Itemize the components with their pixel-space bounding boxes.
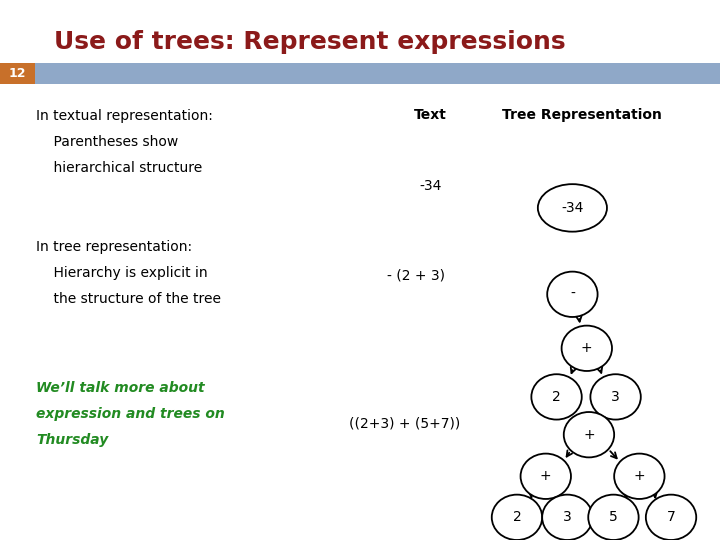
FancyBboxPatch shape [0,63,720,84]
Text: +: + [634,469,645,483]
Text: ((2+3) + (5+7)): ((2+3) + (5+7)) [349,417,460,431]
Text: -: - [570,287,575,301]
Ellipse shape [492,495,542,540]
Text: Use of trees: Represent expressions: Use of trees: Represent expressions [54,30,566,53]
Ellipse shape [531,374,582,420]
Text: hierarchical structure: hierarchical structure [36,161,202,175]
Text: -34: -34 [561,201,584,215]
Ellipse shape [547,272,598,317]
Text: Thursday: Thursday [36,433,108,447]
Text: 2: 2 [552,390,561,404]
Text: 3: 3 [563,510,572,524]
Text: Hierarchy is explicit in: Hierarchy is explicit in [36,266,207,280]
Ellipse shape [538,184,607,232]
Text: 2: 2 [513,510,521,524]
Text: In tree representation:: In tree representation: [36,240,192,254]
Text: Parentheses show: Parentheses show [36,135,179,149]
Text: +: + [583,428,595,442]
Text: 12: 12 [9,67,26,80]
Text: We’ll talk more about: We’ll talk more about [36,381,204,395]
Ellipse shape [521,454,571,499]
Ellipse shape [542,495,593,540]
Ellipse shape [614,454,665,499]
Text: 3: 3 [611,390,620,404]
Text: 7: 7 [667,510,675,524]
Text: Tree Representation: Tree Representation [502,108,662,122]
Ellipse shape [590,374,641,420]
Text: Text: Text [414,108,447,122]
Ellipse shape [588,495,639,540]
Ellipse shape [562,326,612,371]
Text: expression and trees on: expression and trees on [36,407,225,421]
Text: +: + [540,469,552,483]
Text: 5: 5 [609,510,618,524]
Text: -34: -34 [419,179,442,193]
Text: the structure of the tree: the structure of the tree [36,292,221,306]
Text: +: + [581,341,593,355]
Ellipse shape [564,412,614,457]
Ellipse shape [646,495,696,540]
FancyBboxPatch shape [0,63,35,84]
Text: - (2 + 3): - (2 + 3) [387,268,445,282]
Text: In textual representation:: In textual representation: [36,109,213,123]
